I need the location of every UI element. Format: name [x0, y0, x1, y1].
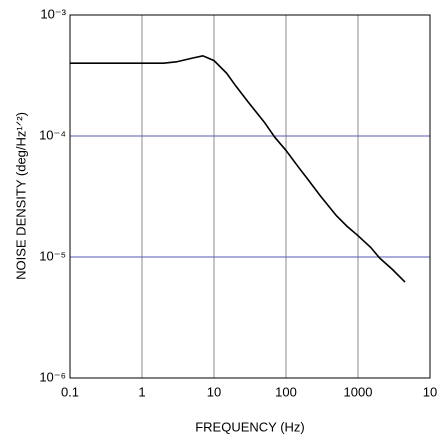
data-line — [70, 54, 406, 283]
y-tick-label: 10⁻⁶ — [39, 369, 66, 384]
x-tick-label: 10 — [207, 384, 221, 399]
plot-frame — [69, 14, 431, 379]
y-tick-label: 10⁻⁴ — [39, 127, 66, 142]
x-tick-label: 1000 — [344, 384, 373, 399]
y-axis-label: NOISE DENSITY (deg/Hz¹ᐟ²) — [13, 112, 28, 280]
x-tick-label: 0.1 — [61, 384, 79, 399]
y-tick-label: 10⁻⁵ — [39, 248, 66, 263]
x-axis-label: FREQUENCY (Hz) — [195, 419, 305, 434]
y-tick-label: 10⁻³ — [40, 6, 66, 21]
x-tick-label: 100 — [275, 384, 297, 399]
x-tick-label: 10 — [423, 384, 437, 399]
x-tick-label: 1 — [138, 384, 145, 399]
